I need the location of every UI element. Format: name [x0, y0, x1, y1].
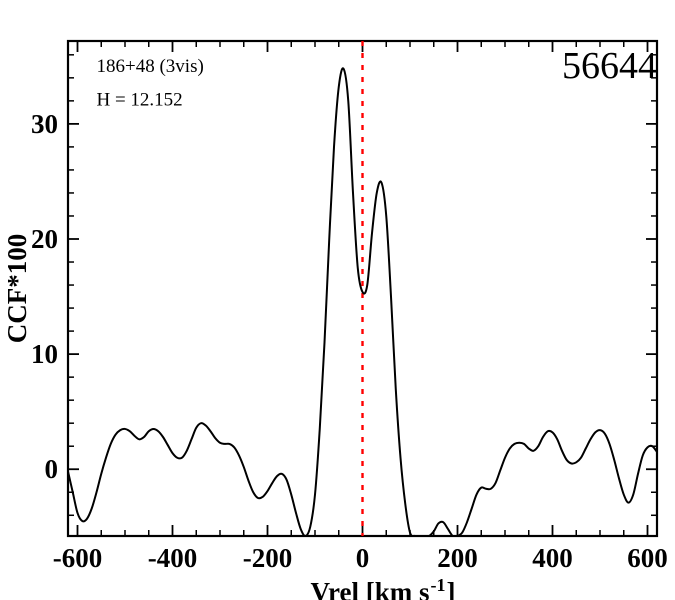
y-tick-label: 0: [45, 454, 59, 484]
y-axis-major-ticks: [68, 122, 657, 471]
y-tick-label: 30: [31, 109, 58, 139]
x-axis-title-exponent: -1: [430, 575, 445, 595]
target-name-annotation: 186+48 (3vis): [97, 56, 204, 77]
x-tick-label: -400: [148, 543, 198, 573]
ccf-data-line: [68, 67, 657, 536]
x-tick-label: 400: [532, 543, 573, 573]
epoch-label: 56644: [562, 45, 657, 87]
y-tick-label: 10: [31, 339, 58, 369]
x-tick-label: 600: [627, 543, 668, 573]
x-tick-label: 200: [437, 543, 478, 573]
y-axis-minor-ticks: [68, 54, 657, 517]
magnitude-annotation: H = 12.152: [97, 89, 183, 110]
y-axis-tick-labels: 0 10 20 30: [31, 109, 58, 484]
ccf-curve: [68, 67, 657, 536]
x-tick-label: 0: [356, 543, 370, 573]
y-tick-label: 20: [31, 224, 58, 254]
y-axis-title: CCF*100: [2, 234, 32, 344]
x-tick-label: -600: [53, 543, 103, 573]
x-tick-label: -200: [243, 543, 293, 573]
x-axis-title: Vrel [km s: [311, 577, 430, 600]
x-axis-major-ticks: [76, 41, 649, 536]
x-axis-tick-labels: -600 -400 -200 0 200 400 600: [53, 543, 668, 573]
x-axis-title-bracket: ]: [446, 577, 455, 600]
